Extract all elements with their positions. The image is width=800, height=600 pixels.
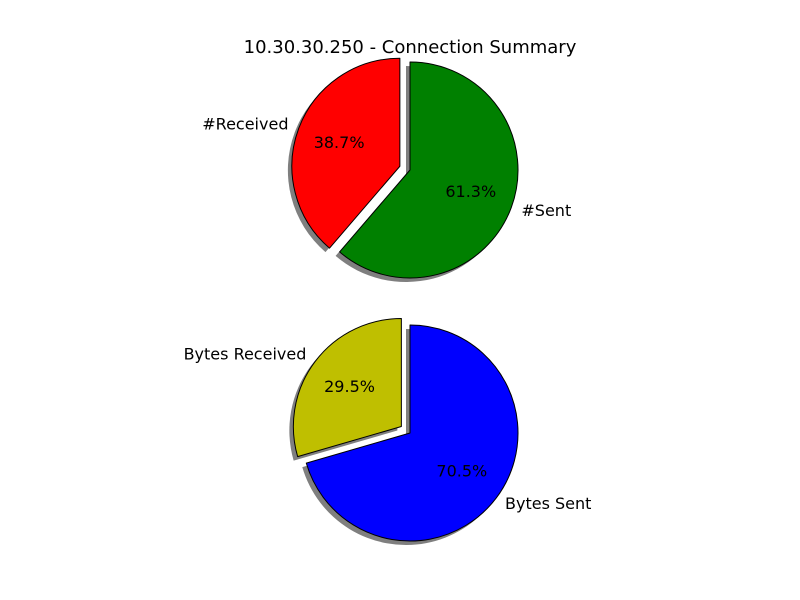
bytes-received-slice [292,318,402,458]
bytes-sent-percent-label: 70.5% [436,461,487,480]
pie-chart-bytes: Bytes Received 29.5% Bytes Sent 70.5% [184,318,591,546]
bytes-received-label: Bytes Received [184,345,307,364]
bytes-sent-slice [305,324,519,542]
received-percent-label: 38.7% [314,133,365,152]
sent-slice [339,61,519,279]
received-slice [291,57,401,249]
bytes-received-percent-label: 29.5% [324,377,375,396]
bytes-sent-label: Bytes Sent [505,494,591,513]
pie-chart-messages: #Received 38.7% #Sent 61.3% [202,57,571,282]
received-label: #Received [202,114,288,133]
chart-title: 10.30.30.250 - Connection Summary [244,37,577,58]
sent-label: #Sent [521,201,571,220]
sent-percent-label: 61.3% [445,182,496,201]
